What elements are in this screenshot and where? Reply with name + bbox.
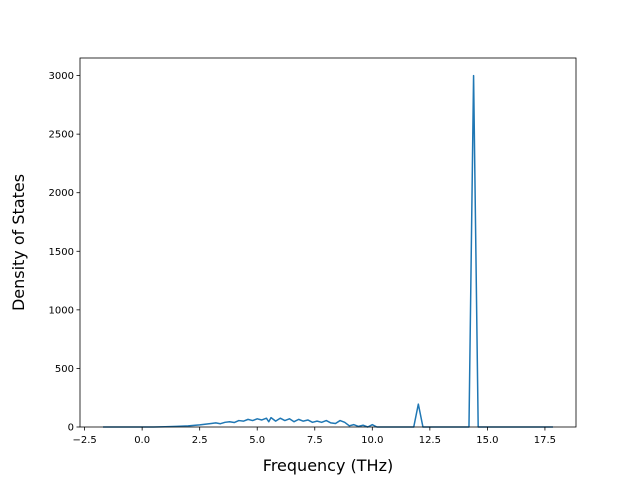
y-tick-label: 2000 (49, 188, 74, 199)
x-tick-label: 5.0 (249, 435, 265, 446)
y-tick-label: 1500 (49, 247, 74, 258)
y-tick-label: 3000 (49, 71, 74, 82)
x-tick-label: 15.0 (476, 435, 498, 446)
x-tick-label: 17.5 (534, 435, 556, 446)
y-tick-label: 0 (68, 423, 74, 434)
y-tick-label: 500 (55, 364, 74, 375)
x-tick-label: −2.5 (72, 435, 96, 446)
x-tick-label: 7.5 (307, 435, 323, 446)
y-axis-label: Density of States (9, 174, 28, 311)
x-axis-label: Frequency (THz) (263, 456, 393, 475)
x-tick-label: 0.0 (134, 435, 150, 446)
data-line (103, 74, 553, 428)
x-tick-label: 2.5 (192, 435, 208, 446)
x-tick-label: 12.5 (419, 435, 441, 446)
y-tick-label: 1000 (49, 305, 74, 316)
y-tick-label: 2500 (49, 130, 74, 141)
x-tick-label: 10.0 (361, 435, 383, 446)
axes-frame (79, 57, 577, 428)
plot-area (103, 74, 553, 428)
